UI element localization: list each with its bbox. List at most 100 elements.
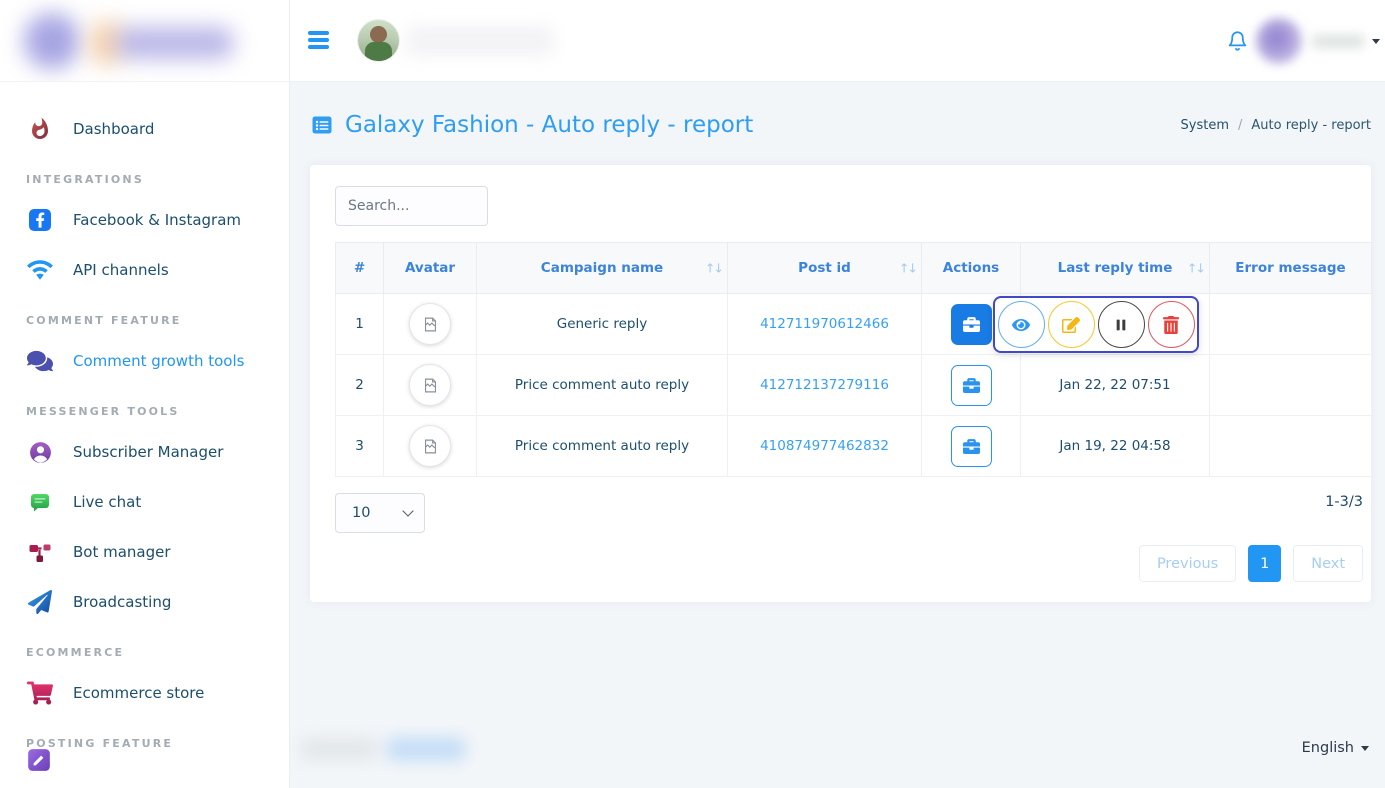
wifi-icon bbox=[26, 257, 54, 283]
column-header-error-message: Error message bbox=[1209, 242, 1372, 294]
campaign-name-cell: Price comment auto reply bbox=[476, 415, 728, 477]
next-page-button[interactable]: Next bbox=[1293, 545, 1363, 582]
top-header bbox=[290, 0, 1385, 82]
view-button[interactable] bbox=[997, 301, 1045, 348]
sidebar-item-facebook-instagram[interactable]: Facebook & Instagram bbox=[0, 195, 289, 245]
column-header-post-id[interactable]: Post id ↑↓ bbox=[727, 242, 922, 294]
sort-icon[interactable]: ↑↓ bbox=[899, 260, 918, 276]
facebook-icon bbox=[26, 208, 54, 232]
post-id-link[interactable]: 410874977462832 bbox=[760, 438, 889, 454]
column-header-avatar: Avatar bbox=[383, 242, 477, 294]
sidebar-item-label: Comment growth tools bbox=[73, 352, 245, 370]
actions-popover bbox=[993, 296, 1199, 353]
avatar-cell bbox=[383, 354, 477, 416]
shopping-cart-icon bbox=[26, 681, 54, 705]
sidebar-item-label: Dashboard bbox=[73, 120, 155, 138]
caret-down-icon bbox=[1372, 38, 1380, 44]
sidebar-item-label: Bot manager bbox=[73, 543, 171, 561]
app-logo-blurred[interactable] bbox=[0, 0, 289, 82]
table-footer: 10 1-3/3 bbox=[335, 493, 1371, 533]
pause-button[interactable] bbox=[1097, 301, 1145, 348]
sidebar-nav: Dashboard INTEGRATIONS Facebook & Instag… bbox=[0, 82, 289, 771]
avatar-cell bbox=[383, 293, 477, 355]
trash-icon bbox=[1163, 315, 1179, 334]
current-page-button[interactable]: 1 bbox=[1248, 545, 1282, 582]
sidebar-item-label: Live chat bbox=[73, 493, 142, 511]
actions-button[interactable] bbox=[950, 364, 992, 406]
search-input[interactable] bbox=[335, 186, 488, 226]
post-id-cell: 412712137279116 bbox=[727, 354, 922, 416]
breadcrumb-separator: / bbox=[1238, 117, 1243, 133]
sidebar-section-comment-feature: COMMENT FEATURE bbox=[26, 314, 182, 327]
sidebar-item-dashboard[interactable]: Dashboard bbox=[0, 104, 289, 154]
broken-image-icon bbox=[424, 317, 436, 331]
paper-plane-icon bbox=[26, 590, 54, 614]
results-range-label: 1-3/3 bbox=[1325, 494, 1363, 510]
column-label: # bbox=[353, 260, 366, 276]
list-icon bbox=[310, 113, 334, 137]
table-header-row: # Avatar Campaign name ↑↓ Post id ↑↓ Actio… bbox=[335, 242, 1372, 294]
column-label: Post id bbox=[798, 260, 851, 276]
sidebar-section-posting-feature: POSTING FEATURE bbox=[0, 718, 289, 771]
actions-button[interactable] bbox=[950, 303, 992, 345]
campaign-name-cell: Price comment auto reply bbox=[476, 354, 728, 416]
table-row: 1 Generic reply 412711970612466 bbox=[335, 293, 1372, 355]
sidebar-item-api-channels[interactable]: API channels bbox=[0, 245, 289, 295]
briefcase-icon bbox=[962, 316, 980, 332]
report-table: # Avatar Campaign name ↑↓ Post id ↑↓ Actio… bbox=[335, 242, 1372, 477]
actions-button[interactable] bbox=[950, 425, 992, 467]
broken-image-icon bbox=[424, 439, 436, 453]
edit-icon bbox=[1062, 316, 1080, 333]
page-avatar[interactable] bbox=[358, 20, 399, 61]
sidebar-section-messenger-tools: MESSENGER TOOLS bbox=[26, 405, 180, 418]
sidebar-item-bot-manager[interactable]: Bot manager bbox=[0, 527, 289, 577]
title-row: Galaxy Fashion - Auto reply - report Sys… bbox=[310, 105, 1371, 145]
sort-icon[interactable]: ↑↓ bbox=[705, 260, 724, 276]
briefcase-icon bbox=[962, 438, 980, 454]
broken-image-icon bbox=[424, 378, 436, 392]
sidebar-item-label: Facebook & Instagram bbox=[73, 211, 242, 229]
sidebar: Dashboard INTEGRATIONS Facebook & Instag… bbox=[0, 0, 290, 788]
column-label: Campaign name bbox=[540, 260, 664, 276]
delete-button[interactable] bbox=[1147, 301, 1195, 348]
sidebar-item-subscriber-manager[interactable]: Subscriber Manager bbox=[0, 427, 289, 477]
sort-icon[interactable]: ↑↓ bbox=[1187, 260, 1206, 276]
avatar-cell bbox=[383, 415, 477, 477]
post-id-cell: 410874977462832 bbox=[727, 415, 922, 477]
avatar bbox=[409, 425, 451, 467]
page-size-select-wrap: 10 bbox=[335, 493, 425, 533]
footer-link-blurred bbox=[386, 737, 466, 761]
sidebar-item-ecommerce-store[interactable]: Ecommerce store bbox=[0, 668, 289, 718]
user-menu[interactable] bbox=[1256, 14, 1382, 68]
sidebar-item-comment-growth-tools[interactable]: Comment growth tools bbox=[0, 336, 289, 386]
main-content: Galaxy Fashion - Auto reply - report Sys… bbox=[290, 82, 1385, 788]
page-name-blurred bbox=[406, 26, 554, 56]
column-label: Last reply time bbox=[1057, 260, 1173, 276]
error-message-cell bbox=[1209, 293, 1372, 355]
edit-button[interactable] bbox=[1047, 301, 1095, 348]
language-dropdown[interactable]: English bbox=[1302, 740, 1369, 756]
sidebar-item-live-chat[interactable]: Live chat bbox=[0, 477, 289, 527]
avatar bbox=[409, 364, 451, 406]
breadcrumb: System / Auto reply - report bbox=[1181, 118, 1371, 133]
sidebar-item-broadcasting[interactable]: Broadcasting bbox=[0, 577, 289, 627]
sidebar-item-label: Broadcasting bbox=[73, 593, 172, 611]
hamburger-menu-icon[interactable] bbox=[308, 31, 329, 49]
sidebar-section-integrations: INTEGRATIONS bbox=[26, 173, 144, 186]
posting-feature-icon-partial bbox=[26, 747, 52, 773]
breadcrumb-system[interactable]: System bbox=[1180, 117, 1230, 133]
post-id-link[interactable]: 412711970612466 bbox=[760, 316, 889, 332]
previous-page-button[interactable]: Previous bbox=[1138, 545, 1237, 582]
post-id-link[interactable]: 412712137279116 bbox=[760, 377, 889, 393]
caret-down-icon bbox=[1361, 745, 1369, 751]
page-size-select[interactable]: 10 bbox=[335, 493, 425, 533]
user-circle-icon bbox=[26, 440, 54, 465]
row-index-cell: 3 bbox=[335, 415, 384, 477]
column-label: Avatar bbox=[404, 260, 456, 276]
last-reply-time-cell: Jan 22, 22 07:51 bbox=[1020, 354, 1210, 416]
column-header-campaign-name[interactable]: Campaign name ↑↓ bbox=[476, 242, 728, 294]
flowchart-icon bbox=[26, 540, 54, 564]
error-message-cell bbox=[1209, 354, 1372, 416]
notification-bell-icon[interactable] bbox=[1227, 30, 1248, 52]
column-header-last-reply-time[interactable]: Last reply time ↑↓ bbox=[1020, 242, 1210, 294]
